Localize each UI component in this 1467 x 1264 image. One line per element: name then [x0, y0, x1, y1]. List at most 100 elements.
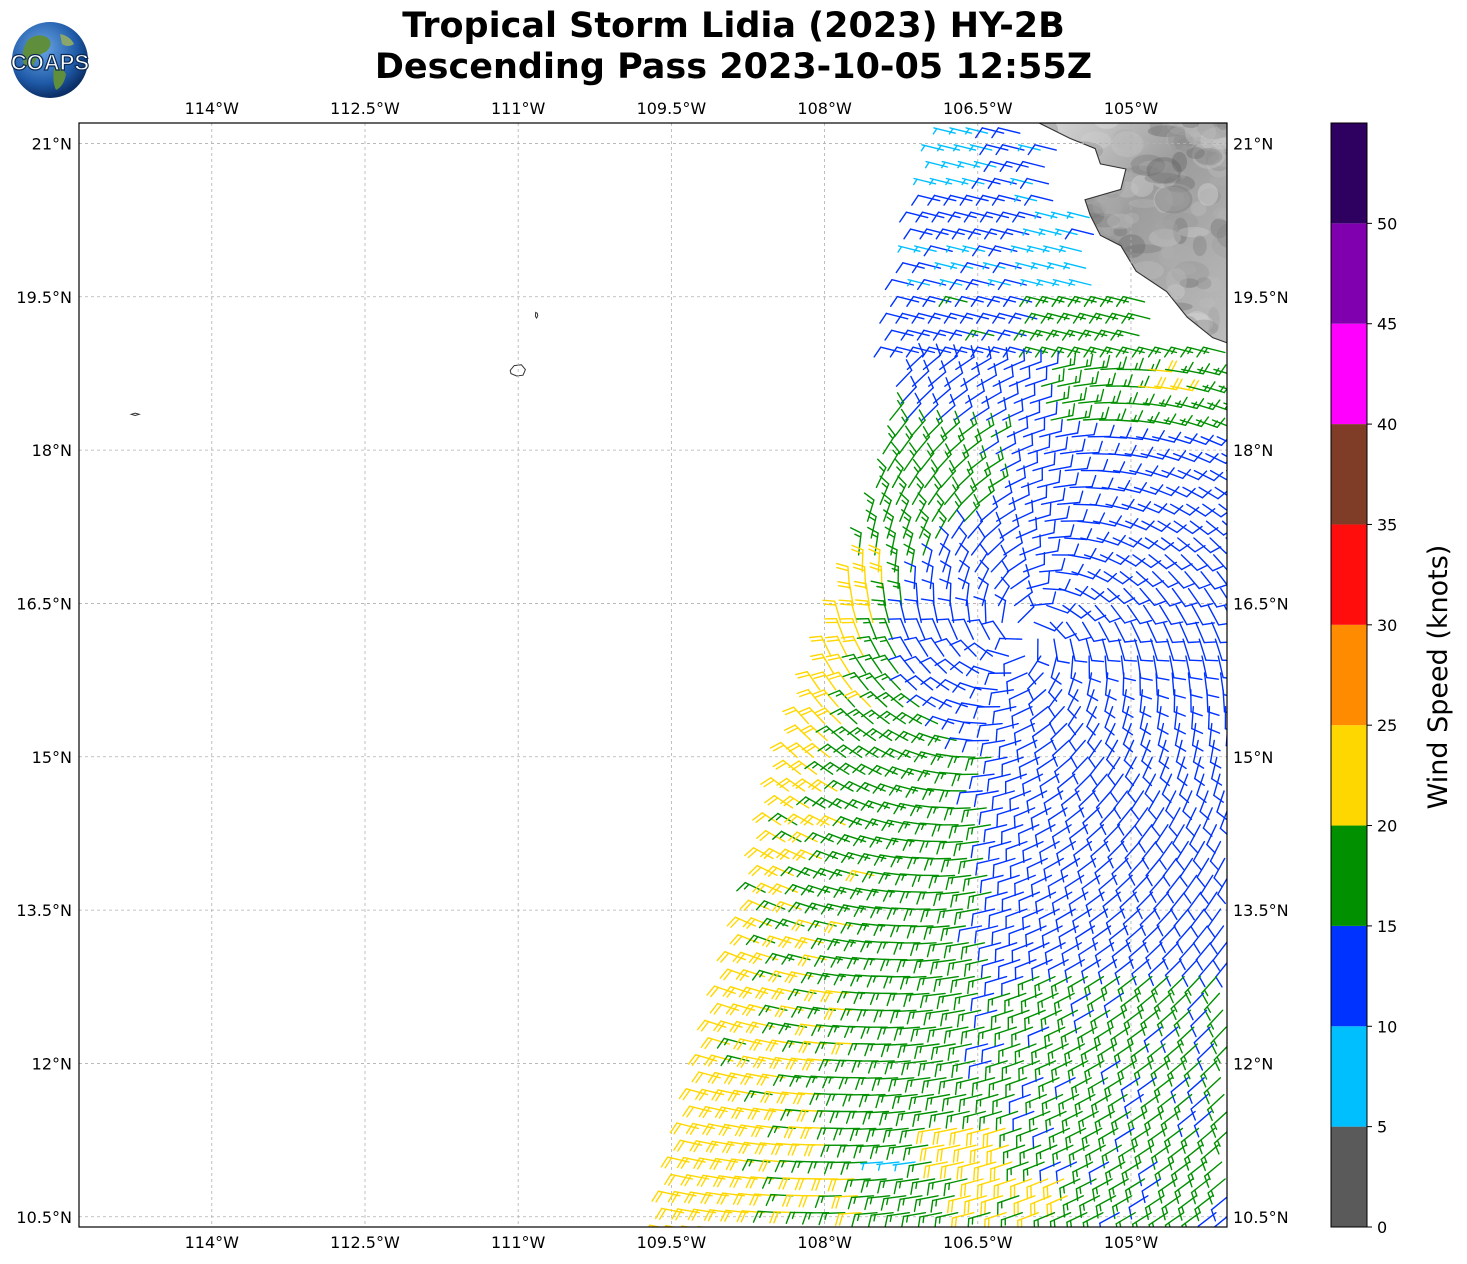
barb-full-flag: [923, 245, 932, 257]
barb-full-flag: [1131, 346, 1140, 358]
wind-barbs: [647, 127, 1259, 1227]
barb-half-flag: [1091, 376, 1094, 385]
barb-full-flag: [1099, 295, 1108, 307]
barb-full-flag: [1203, 641, 1217, 644]
barb-staff: [891, 329, 914, 337]
wind-barb: [1229, 420, 1257, 429]
barb-full-flag: [910, 375, 917, 388]
wind-barb: [995, 144, 1025, 156]
terrain-patch: [1191, 141, 1226, 169]
barb-staff: [896, 295, 920, 303]
barb-staff: [1006, 228, 1030, 236]
barb-staff: [976, 346, 1000, 354]
barb-half-flag: [1112, 313, 1117, 321]
barb-full-flag: [995, 144, 1004, 156]
wind-barb: [987, 177, 1017, 189]
terrain-patch: [1199, 188, 1221, 205]
terrain-patch: [1217, 208, 1227, 222]
barb-full-flag: [1040, 312, 1049, 324]
barb-staff: [933, 194, 957, 202]
barb-half-flag: [953, 144, 958, 152]
barb-half-flag: [973, 161, 979, 169]
barb-full-flag: [987, 999, 990, 1013]
wind-barb: [1029, 384, 1053, 404]
barb-half-flag: [945, 1012, 948, 1021]
barb-staff: [972, 279, 995, 286]
barb-full-flag: [975, 194, 984, 206]
land-mexico: [1039, 123, 1227, 343]
barb-half-flag: [946, 1097, 949, 1106]
barb-full-flag: [1015, 160, 1024, 173]
barb-half-flag: [1038, 1067, 1041, 1076]
barb-half-flag: [1106, 347, 1112, 355]
terrain-patch: [1186, 147, 1205, 159]
wind-barb: [1213, 368, 1227, 374]
barb-half-flag: [863, 639, 872, 642]
barb-full-flag: [1138, 357, 1144, 371]
terrain-patch: [1036, 106, 1066, 123]
barb-staff: [985, 144, 1009, 151]
barb-half-flag: [1090, 347, 1096, 355]
wind-barb: [919, 228, 949, 240]
wind-barb: [972, 245, 1002, 257]
barb-staff: [993, 346, 1016, 354]
barb-staff: [998, 312, 1022, 320]
barb-staff: [918, 262, 942, 269]
barb-half-flag: [1079, 313, 1085, 321]
barb-half-flag: [968, 963, 971, 971]
terrain-patch: [1172, 263, 1197, 276]
barb-half-flag: [1236, 387, 1240, 392]
barb-full-flag: [981, 1049, 984, 1063]
wind-barb: [1064, 228, 1095, 240]
terrain-patch: [1163, 175, 1196, 193]
barb-full-flag: [879, 312, 888, 324]
wind-barb: [1110, 329, 1140, 341]
coaps-logo: COAPS: [10, 22, 90, 98]
barb-full-flag: [970, 295, 979, 307]
wind-barb: [1078, 388, 1105, 404]
barb-half-flag: [1037, 983, 1041, 991]
wind-barb: [1022, 228, 1046, 236]
barb-full-flag: [1099, 346, 1108, 358]
barb-full-flag: [960, 262, 969, 274]
wind-barb: [920, 144, 944, 152]
barb-staff: [1022, 160, 1046, 168]
barb-half-flag: [1214, 367, 1220, 375]
barb-half-flag: [972, 330, 977, 338]
barb-full-flag: [945, 377, 951, 390]
barb-full-flag: [1027, 1034, 1030, 1049]
barb-staff: [1008, 377, 1031, 387]
barb-half-flag: [1019, 279, 1025, 287]
wind-barb: [975, 127, 1005, 139]
barb-full-flag: [1018, 346, 1027, 358]
barb-full-flag: [995, 728, 998, 742]
wind-barb: [991, 194, 1021, 206]
barb-full-flag: [1236, 642, 1248, 643]
barb-staff: [961, 295, 984, 303]
barb-full-flag: [1083, 346, 1092, 358]
wind-barb: [987, 347, 1009, 371]
barb-full-flag: [1154, 359, 1161, 372]
barb-full-flag: [973, 1015, 977, 1029]
barb-full-flag: [911, 262, 920, 274]
barb-staff: [905, 402, 922, 421]
barb-half-flag: [1058, 245, 1064, 253]
barb-full-flag: [838, 599, 852, 602]
wind-barb: [971, 177, 1001, 189]
barb-full-flag: [1034, 346, 1043, 358]
barb-staff: [989, 160, 1013, 168]
wind-barb: [1231, 487, 1259, 500]
wind-barb: [979, 144, 1009, 156]
island: [129, 412, 141, 417]
barb-full-flag: [998, 746, 1001, 760]
terrain-patch: [1101, 209, 1120, 236]
wind-barb: [1230, 367, 1258, 376]
barb-half-flag: [948, 1029, 951, 1038]
barb-half-flag: [1047, 1034, 1050, 1042]
barb-full-flag: [947, 211, 956, 223]
terrain-patch: [1130, 154, 1165, 177]
barb-staff: [912, 295, 936, 303]
terrain-patch: [1208, 174, 1227, 187]
barb-full-flag: [1067, 346, 1076, 358]
